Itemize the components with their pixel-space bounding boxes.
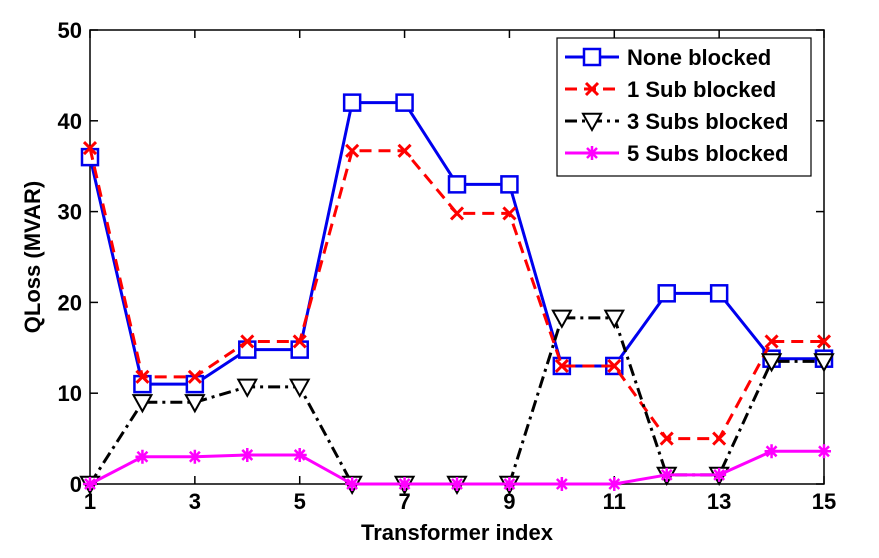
legend-entry: 3 Subs blocked [565, 109, 788, 134]
data-point [712, 431, 727, 446]
x-tick-label: 3 [189, 489, 201, 514]
y-tick-label: 30 [58, 200, 82, 225]
y-axis-title: QLoss (MVAR) [20, 181, 45, 333]
legend-marker [584, 81, 600, 97]
legend: None blocked 1 Sub blocked 3 Subs blocked 5… [556, 37, 812, 177]
data-point [502, 206, 517, 221]
x-tick-label: 7 [398, 489, 410, 514]
x-tick-label: 9 [503, 489, 515, 514]
legend-marker [581, 112, 603, 133]
series-line [88, 147, 824, 441]
data-point [657, 284, 676, 303]
data-point [554, 358, 569, 374]
data-point [760, 353, 783, 373]
data-point [659, 431, 674, 446]
series-5-subs-blocked [83, 444, 831, 491]
data-point [502, 477, 517, 491]
legend-label: None blocked [627, 45, 771, 70]
data-point [135, 449, 150, 464]
data-point [83, 477, 97, 491]
x-tick-label: 11 [603, 489, 626, 514]
data-point [131, 394, 154, 414]
data-point [764, 334, 779, 349]
data-point [292, 447, 307, 462]
data-point [813, 353, 835, 373]
data-point [603, 309, 625, 329]
data-point [240, 334, 255, 349]
y-tick-label: 20 [58, 290, 82, 315]
legend-label: 1 Sub blocked [627, 77, 776, 102]
legend-marker [585, 146, 599, 160]
data-point [292, 334, 307, 349]
y-tick-label: 0 [70, 472, 82, 497]
data-point [397, 477, 412, 491]
legend-label: 3 Subs blocked [627, 109, 788, 134]
data-point [236, 378, 258, 398]
data-point [450, 477, 464, 491]
data-point [135, 369, 150, 384]
y-tick-label: 10 [58, 381, 82, 406]
data-point [607, 477, 622, 491]
data-point [709, 284, 729, 303]
data-point [500, 175, 519, 194]
data-point [240, 447, 255, 462]
data-point [712, 467, 727, 482]
data-point [397, 143, 412, 158]
data-point [290, 340, 309, 359]
data-point [659, 467, 674, 482]
legend-entry: 1 Sub blocked [565, 77, 776, 102]
data-point [817, 444, 831, 459]
data-point [184, 394, 206, 414]
data-point [345, 143, 360, 158]
data-point [289, 378, 311, 398]
x-tick-label: 5 [294, 489, 306, 514]
data-point [342, 93, 362, 112]
series-1-sub-blocked [82, 140, 832, 446]
x-tick-label: 1 [84, 489, 96, 514]
legend-marker [582, 47, 602, 67]
legend-label: 5 Subs blocked [627, 141, 788, 166]
data-point [82, 140, 98, 156]
x-tick-label: 13 [707, 489, 731, 514]
y-tick-label: 40 [58, 109, 82, 134]
legend-entry: 5 Subs blocked [565, 141, 788, 166]
series-3-subs-blocked [79, 309, 835, 496]
data-point [764, 444, 779, 459]
data-point [607, 358, 622, 374]
legend-entry: None blocked [565, 45, 771, 70]
data-point [345, 477, 360, 491]
data-point [187, 449, 202, 464]
x-tick-label: 15 [812, 489, 836, 514]
data-point [187, 369, 202, 384]
y-tick-label: 50 [58, 18, 82, 43]
data-point [447, 175, 467, 194]
data-point [551, 309, 573, 329]
data-point [449, 206, 465, 221]
x-axis-title: Transformer index [361, 520, 554, 545]
data-point [554, 477, 569, 491]
data-point [816, 334, 832, 349]
data-point [395, 93, 414, 112]
